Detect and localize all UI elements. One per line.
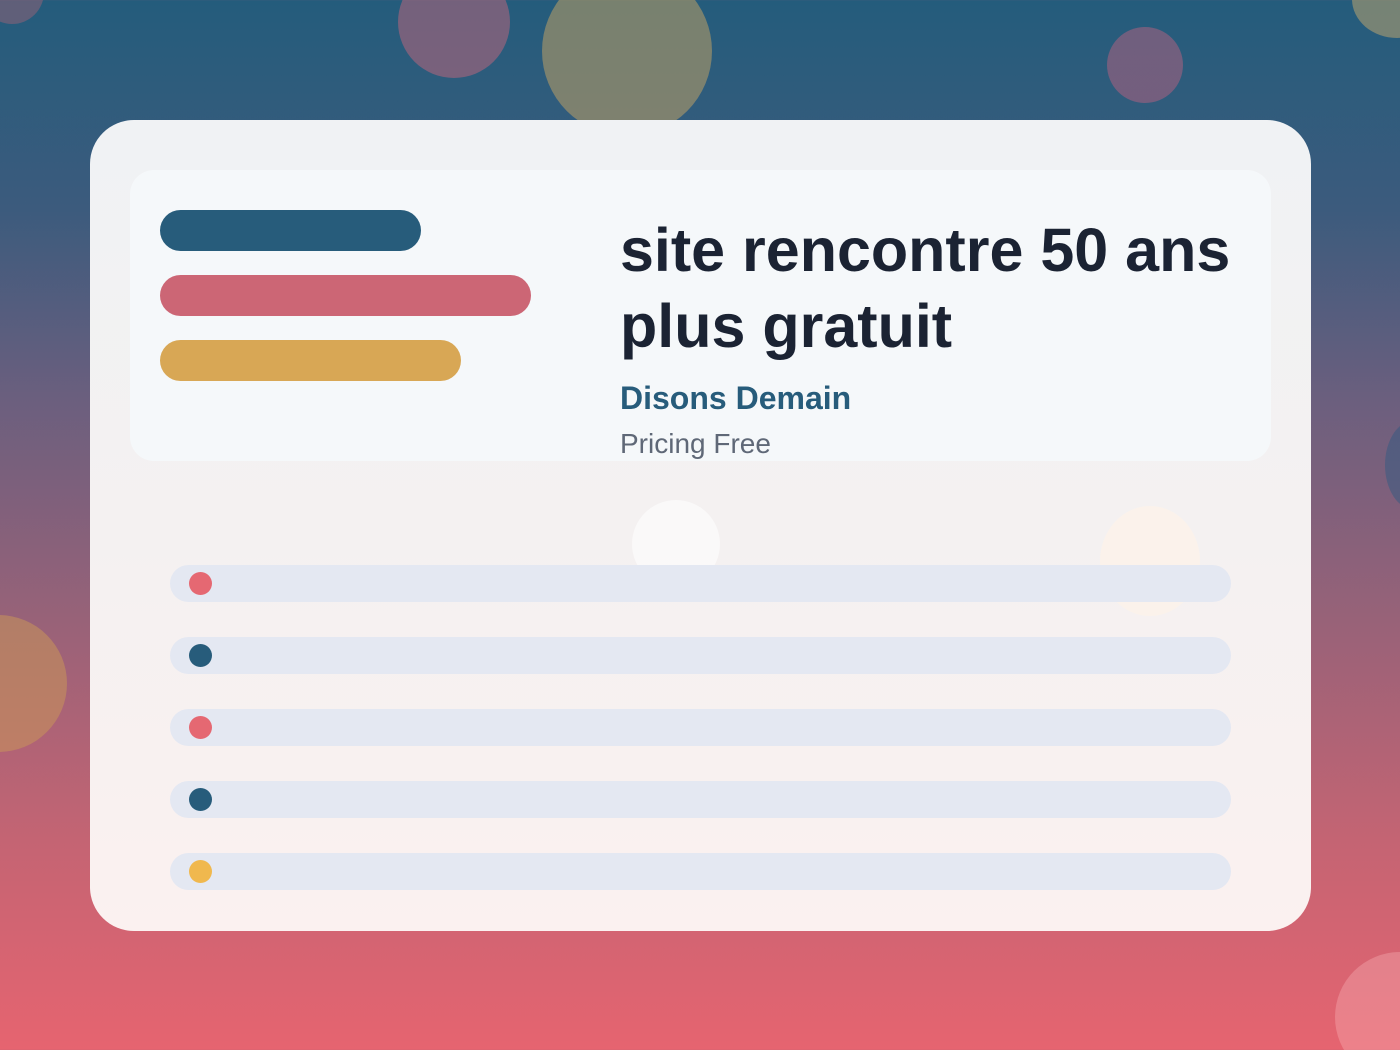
background-bubble [542,0,712,136]
hero-panel: site rencontre 50 ans plus gratuit Dison… [130,170,1271,461]
list-item [170,853,1231,890]
bullet-dot-icon [189,716,212,739]
bullet-dot-icon [189,572,212,595]
background-bubble [1107,27,1183,103]
bullet-dot-icon [189,860,212,883]
page-title: site rencontre 50 ans plus gratuit [620,216,1231,360]
app-card: site rencontre 50 ans plus gratuit Dison… [90,120,1311,931]
background-bubble [0,0,44,24]
background-bubble [0,615,67,752]
pricing-label: Pricing Free [620,428,771,459]
list-item [170,565,1231,602]
bullet-dot-icon [189,788,212,811]
background-bubble [398,0,510,78]
background-bubble [1385,420,1400,510]
feature-list [170,565,1231,925]
background-bubble [1335,952,1400,1050]
decorative-bar-navy [160,210,421,251]
app-subtitle: Disons Demain [620,380,852,416]
list-item [170,781,1231,818]
background-bubble [1352,0,1400,38]
list-item [170,709,1231,746]
hero-text: site rencontre 50 ans plus gratuit Dison… [620,212,1240,460]
decorative-bar-rose [160,275,531,316]
decorative-bar-gold [160,340,461,381]
bullet-dot-icon [189,644,212,667]
list-item [170,637,1231,674]
